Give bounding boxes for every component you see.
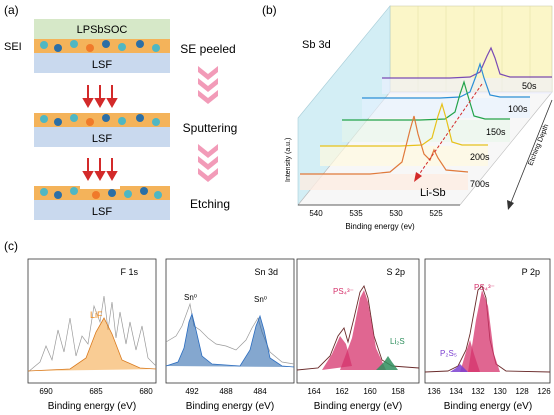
- step-etching: Etching: [190, 197, 230, 211]
- sei-layer-1: [34, 39, 170, 53]
- time-100s: 100s: [508, 104, 528, 114]
- b-x-axis-label: Binding energy (ev): [345, 222, 415, 231]
- substrate-layer: [34, 53, 170, 73]
- c-x-axis-label: Binding energy (eV): [444, 401, 532, 412]
- peak-label-p2s5: P₂S₅: [440, 349, 457, 358]
- tick-label: 535: [349, 209, 363, 218]
- sei-layer-2: [34, 113, 170, 127]
- tick-label: 128: [515, 387, 529, 396]
- y-axis-label: Intensity (a.u.): [285, 138, 292, 182]
- li-sb-label: Li-Sb: [420, 187, 446, 199]
- tick-label: 484: [253, 387, 267, 396]
- step-se-peeled: SE peeled: [180, 42, 235, 56]
- panel-b: (b): [262, 3, 553, 231]
- element-label: Sb 3d: [302, 39, 331, 51]
- panel-b-label: (b): [262, 3, 277, 17]
- time-200s: 200s: [470, 152, 490, 162]
- tick-label: 690: [39, 387, 53, 396]
- b-ticks: 540 535 530 525: [309, 209, 443, 218]
- tick-label: 134: [449, 387, 463, 396]
- substrate-label: LSF: [92, 59, 112, 71]
- substrate-label-2: LSF: [92, 133, 112, 145]
- panel-c: (c) F 1s LiF 690 685 680 Binding energy …: [4, 239, 551, 412]
- time-50s: 50s: [522, 81, 537, 91]
- step-sputtering: Sputtering: [183, 121, 238, 135]
- tick-label: 488: [219, 387, 233, 396]
- subplot-title-sn3d: Sn 3d: [254, 267, 278, 277]
- subplot-title-s2p: S 2p: [386, 267, 405, 277]
- tick-label: 540: [309, 209, 323, 218]
- time-150s: 150s: [486, 127, 506, 137]
- subplot-p2p: P 2p PS₄³⁻ P₂S₅ 136 134 132 130 128 126 …: [424, 258, 551, 412]
- tick-label: 132: [471, 387, 485, 396]
- subplot-s2p: S 2p PS₄³⁻ Li₂S 164 162 160 158 Binding …: [296, 258, 420, 412]
- spectrum-100s: [362, 61, 530, 118]
- tick-label: 136: [427, 387, 441, 396]
- spectrum-150s: [342, 79, 510, 142]
- peak-label-sn-1: Sn⁰: [184, 293, 197, 302]
- substrate-layer-3: [34, 200, 170, 220]
- spectrum-700s: [300, 115, 469, 190]
- arrows-1: [82, 85, 118, 109]
- peak-label-lif: LiF: [90, 310, 103, 320]
- sei-layer-3: [34, 183, 170, 200]
- tick-label: 158: [391, 387, 405, 396]
- subplot-title-f1s: F 1s: [120, 267, 138, 277]
- tick-label: 126: [537, 387, 551, 396]
- c-x-axis-label: Binding energy (eV): [48, 401, 136, 412]
- tick-label: 160: [363, 387, 377, 396]
- panel-a: (a) LPSbSOC LSF SEI LSF: [4, 3, 237, 220]
- time-700s: 700s: [470, 179, 490, 189]
- chevrons-2: [198, 144, 218, 182]
- electrolyte-label: LPSbSOC: [77, 24, 128, 36]
- panel-c-label: (c): [4, 239, 18, 253]
- subplot-title-p2p: P 2p: [522, 267, 540, 277]
- chevrons-1: [198, 66, 218, 104]
- substrate-layer-2: [34, 127, 170, 147]
- sei-label: SEI: [4, 41, 22, 53]
- peak-label-ps4-p: PS₄³⁻: [474, 283, 495, 292]
- depth-label: Etching Depth: [527, 123, 550, 166]
- tick-label: 162: [335, 387, 349, 396]
- substrate-label-3: LSF: [92, 206, 112, 218]
- tick-label: 164: [307, 387, 321, 396]
- peak-label-ps4: PS₄³⁻: [333, 287, 354, 296]
- panel-a-label: (a): [4, 3, 19, 17]
- subplot-f1s: F 1s LiF 690 685 680 Binding energy (eV): [27, 258, 157, 412]
- tick-label: 530: [389, 209, 403, 218]
- peak-label-li2s: Li₂S: [390, 337, 405, 346]
- arrows-2: [82, 158, 118, 182]
- c-x-axis-label: Binding energy (eV): [186, 401, 274, 412]
- trend-arrow: [414, 83, 483, 182]
- peak-label-sn-2: Sn⁰: [254, 295, 267, 304]
- tick-label: 680: [139, 387, 153, 396]
- c-x-axis-label: Binding energy (eV): [314, 401, 402, 412]
- tick-label: 130: [493, 387, 507, 396]
- tick-label: 492: [185, 387, 199, 396]
- subplot-sn3d: Sn 3d Sn⁰ Sn⁰ 492 488 484 Binding energy…: [165, 258, 295, 412]
- spectrum-50s: [382, 46, 552, 94]
- electrolyte-layer: [34, 19, 170, 39]
- back-grid: [417, 6, 531, 92]
- tick-label: 525: [429, 209, 443, 218]
- tick-label: 685: [89, 387, 103, 396]
